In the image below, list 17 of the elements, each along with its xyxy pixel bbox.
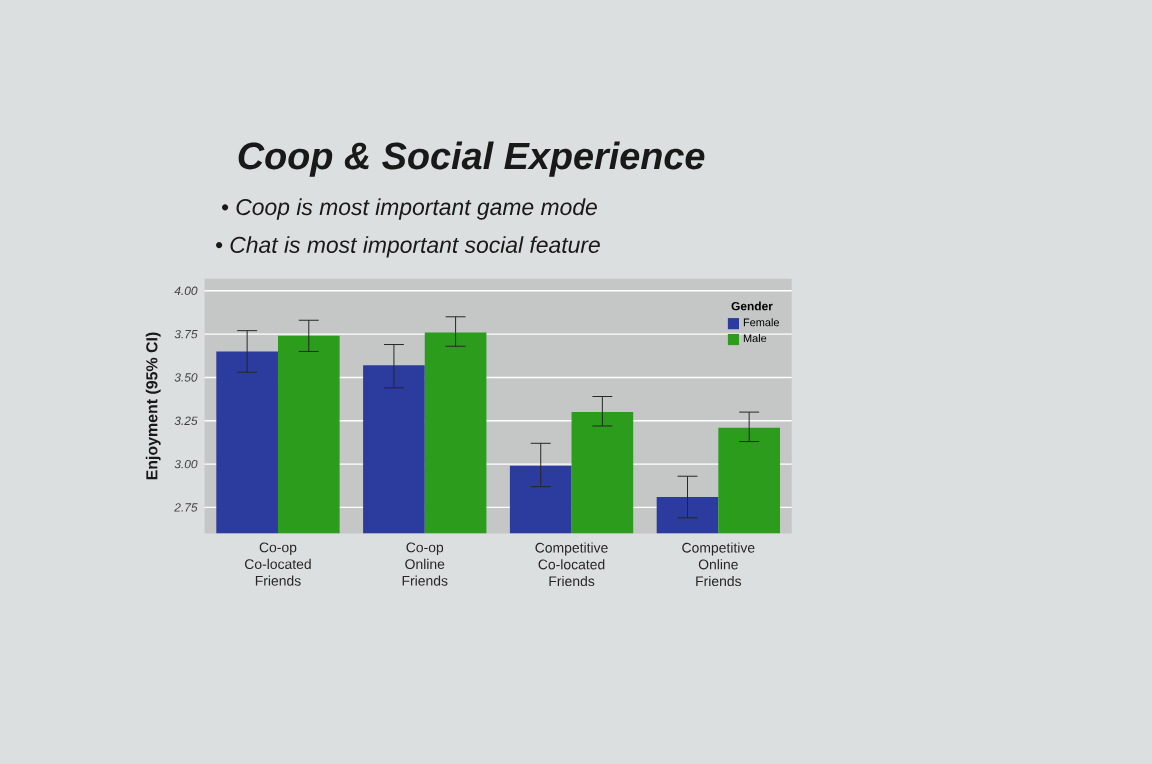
y-tick-label: 3.25 [174, 416, 198, 425]
legend-title: Gender [731, 301, 773, 311]
y-tick-label: 3.50 [174, 373, 198, 382]
y-tick-label: 2.75 [174, 503, 198, 512]
y-tick-label: 3.75 [174, 329, 198, 339]
x-tick-label: Co-op Online Friends [402, 542, 448, 586]
y-tick-label: 3.00 [174, 459, 198, 469]
text: • Coop is most important game mode [221, 198, 597, 220]
legend-label: Male [743, 333, 767, 342]
y-axis-title: Enjoyment (95% CI) [145, 332, 161, 480]
y-tick-label: 4.00 [174, 286, 198, 295]
x-tick-label: Co-op Co-located Friends [245, 542, 311, 586]
legend-label: Female [743, 318, 780, 327]
x-tick-label: Competitive Co-located Friends [535, 542, 608, 586]
text: • Chat is most important social feature [216, 235, 600, 258]
chart-title: Coop & Social Experience [238, 141, 705, 177]
x-tick-label: Competitive Online Friends [682, 542, 755, 586]
